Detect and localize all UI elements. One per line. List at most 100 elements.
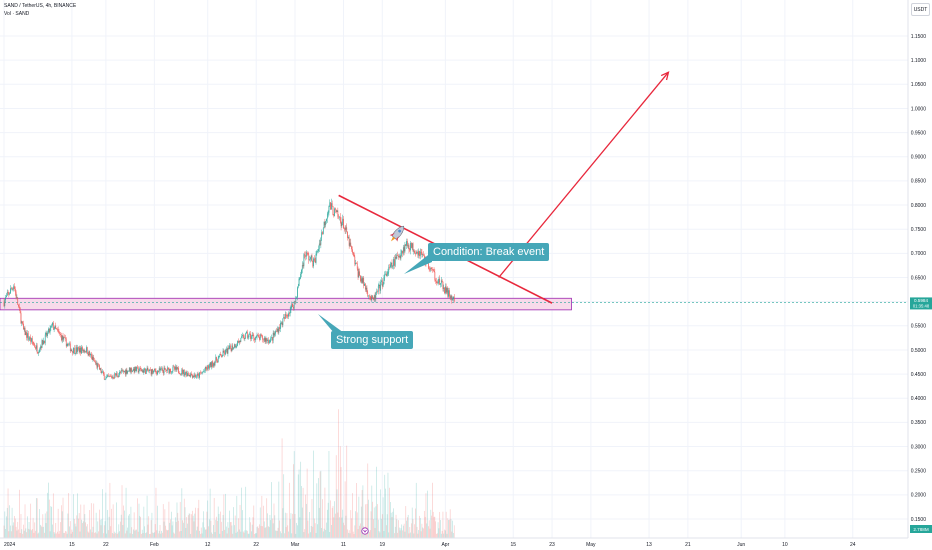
volume-bar xyxy=(185,527,187,538)
candle-body xyxy=(328,205,330,213)
candle-body xyxy=(401,250,403,254)
candle-body xyxy=(372,295,373,298)
volume-bar xyxy=(69,526,70,538)
volume-bar xyxy=(76,515,78,538)
candle-body xyxy=(297,285,299,288)
candle-body xyxy=(204,370,205,372)
volume-bar xyxy=(120,521,121,538)
candle-body xyxy=(280,322,282,324)
volume-bar xyxy=(24,504,26,538)
volume-bar xyxy=(297,525,298,538)
volume-bar xyxy=(83,504,85,538)
event-marker-icon[interactable] xyxy=(361,527,369,535)
volume-bar xyxy=(320,470,322,538)
candle-body xyxy=(118,374,120,377)
candle-body xyxy=(122,370,124,372)
candle-body xyxy=(348,236,350,246)
volume-bar xyxy=(326,522,327,538)
volume-bar xyxy=(319,471,321,538)
candle-body xyxy=(20,313,22,324)
candle-body xyxy=(75,347,77,354)
candle-body xyxy=(442,281,444,289)
volume-bar xyxy=(179,531,180,538)
volume-bar xyxy=(152,532,154,538)
candle-body xyxy=(63,337,65,340)
candle-body xyxy=(44,340,45,343)
volume-bar xyxy=(419,515,420,538)
volume-bar xyxy=(197,508,199,538)
volume-bar xyxy=(405,506,407,538)
volume-bar xyxy=(424,516,426,538)
volume-bar xyxy=(113,533,115,538)
volume-bar xyxy=(193,521,195,538)
volume-bar xyxy=(394,533,395,538)
volume-bar xyxy=(448,519,449,538)
currency-button[interactable]: USDT xyxy=(911,3,930,16)
candle-body xyxy=(429,268,431,270)
candle-body xyxy=(99,368,101,370)
candle-body xyxy=(187,373,188,377)
volume-bar xyxy=(31,529,33,538)
candle-body xyxy=(316,251,318,254)
candle-body xyxy=(350,242,352,247)
candle-body xyxy=(115,373,116,376)
volume-bar xyxy=(211,532,213,538)
price-axis[interactable]: 0.1500 0.2000 0.2500 0.3000 0.3500 0.4000 0.45… xyxy=(907,0,927,538)
volume-bar xyxy=(56,533,57,538)
volume-bar xyxy=(421,523,423,538)
candle-body xyxy=(109,376,111,377)
volume-bar xyxy=(415,482,417,538)
candle-body xyxy=(238,340,239,343)
volume-bar xyxy=(167,529,169,538)
candle-body xyxy=(303,254,305,267)
candle-body xyxy=(140,367,141,370)
volume-bar xyxy=(375,506,377,538)
candle-body xyxy=(339,216,341,221)
volume-bar xyxy=(358,496,360,538)
candle-body xyxy=(270,337,272,340)
volume-bar xyxy=(49,531,51,538)
volume-bar xyxy=(453,533,454,538)
volume-bar xyxy=(274,515,276,538)
candle-body xyxy=(166,369,167,372)
candle-body xyxy=(269,339,271,343)
volume-bar xyxy=(10,525,11,538)
volume-bar xyxy=(242,510,243,538)
candle-body xyxy=(320,237,322,245)
volume-bar xyxy=(117,532,119,538)
volume-bar xyxy=(445,530,446,538)
candle-body xyxy=(104,379,106,381)
volume-bar xyxy=(148,516,150,538)
candle-body xyxy=(362,277,364,283)
volume-bar xyxy=(52,524,53,538)
volume-indicator-label[interactable]: Vol · SAND xyxy=(4,11,30,17)
volume-bar xyxy=(272,518,273,538)
volume-bar xyxy=(40,524,41,538)
volume-bar xyxy=(40,525,42,538)
time-axis[interactable]: 2024 15 22 Feb 12 22 Mar 11 19 Apr 15 23 May 13 21 Jun 1… xyxy=(0,537,908,548)
volume-bar xyxy=(307,520,309,538)
candle-body xyxy=(123,370,124,372)
volume-bar xyxy=(243,532,245,538)
candle-body xyxy=(150,370,152,375)
volume-badge-value: 2.788M xyxy=(913,527,928,532)
volume-bar xyxy=(100,525,102,538)
candle-body xyxy=(4,299,6,306)
volume-bar xyxy=(437,522,439,538)
volume-bar xyxy=(241,487,242,538)
price-tick-label: 1.1000 xyxy=(911,58,927,64)
candle-body xyxy=(376,291,377,293)
candle-body xyxy=(160,369,162,371)
volume-bar xyxy=(408,533,410,538)
volume-bar xyxy=(118,524,120,538)
candle-body xyxy=(167,367,169,369)
candle-body xyxy=(432,269,434,271)
candle-body xyxy=(392,265,394,267)
candle-body xyxy=(107,375,109,377)
volume-bar xyxy=(170,519,171,538)
symbol-title[interactable]: SAND / TetherUS, 4h, BINANCE xyxy=(4,3,77,9)
volume-bar xyxy=(360,506,362,538)
candle-body xyxy=(212,361,213,367)
candle-body xyxy=(186,371,188,377)
